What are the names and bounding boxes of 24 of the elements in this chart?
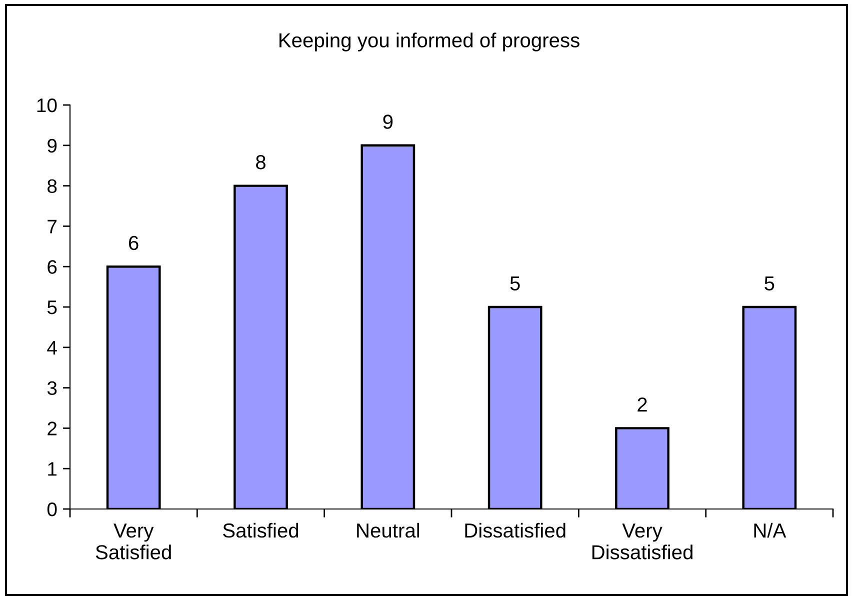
chart-title: Keeping you informed of progress xyxy=(280,32,580,52)
data-label: 6 xyxy=(129,236,138,250)
y-tick-label: 5 xyxy=(47,300,57,314)
y-tick-label: 0 xyxy=(47,502,57,516)
y-tick-label: 7 xyxy=(48,220,57,234)
y-tick-label: 1 xyxy=(48,462,57,476)
y-tick-label: 6 xyxy=(48,260,57,274)
data-label: 5 xyxy=(764,276,774,291)
y-tick-label: 4 xyxy=(47,341,57,354)
y-tick-label: 2 xyxy=(48,422,57,436)
y-tick-label: 8 xyxy=(48,179,57,194)
y-tick-label: 10 xyxy=(37,98,57,112)
data-label: 9 xyxy=(383,114,393,129)
x-tick-label: Very Dissatisfied xyxy=(592,524,692,560)
data-label: 8 xyxy=(256,155,266,170)
x-tick-label: Satisfied xyxy=(223,522,298,538)
y-tick-label: 3 xyxy=(47,381,57,396)
x-tick-label: Neutral xyxy=(357,522,420,538)
x-tick-label: Very Satisfied xyxy=(96,524,171,560)
y-tick-label: 9 xyxy=(48,138,57,153)
data-label: 2 xyxy=(638,397,647,412)
x-tick-label: Dissatisfied xyxy=(465,522,566,538)
x-tick-label: N/A xyxy=(754,522,786,538)
data-label: 5 xyxy=(510,276,520,291)
